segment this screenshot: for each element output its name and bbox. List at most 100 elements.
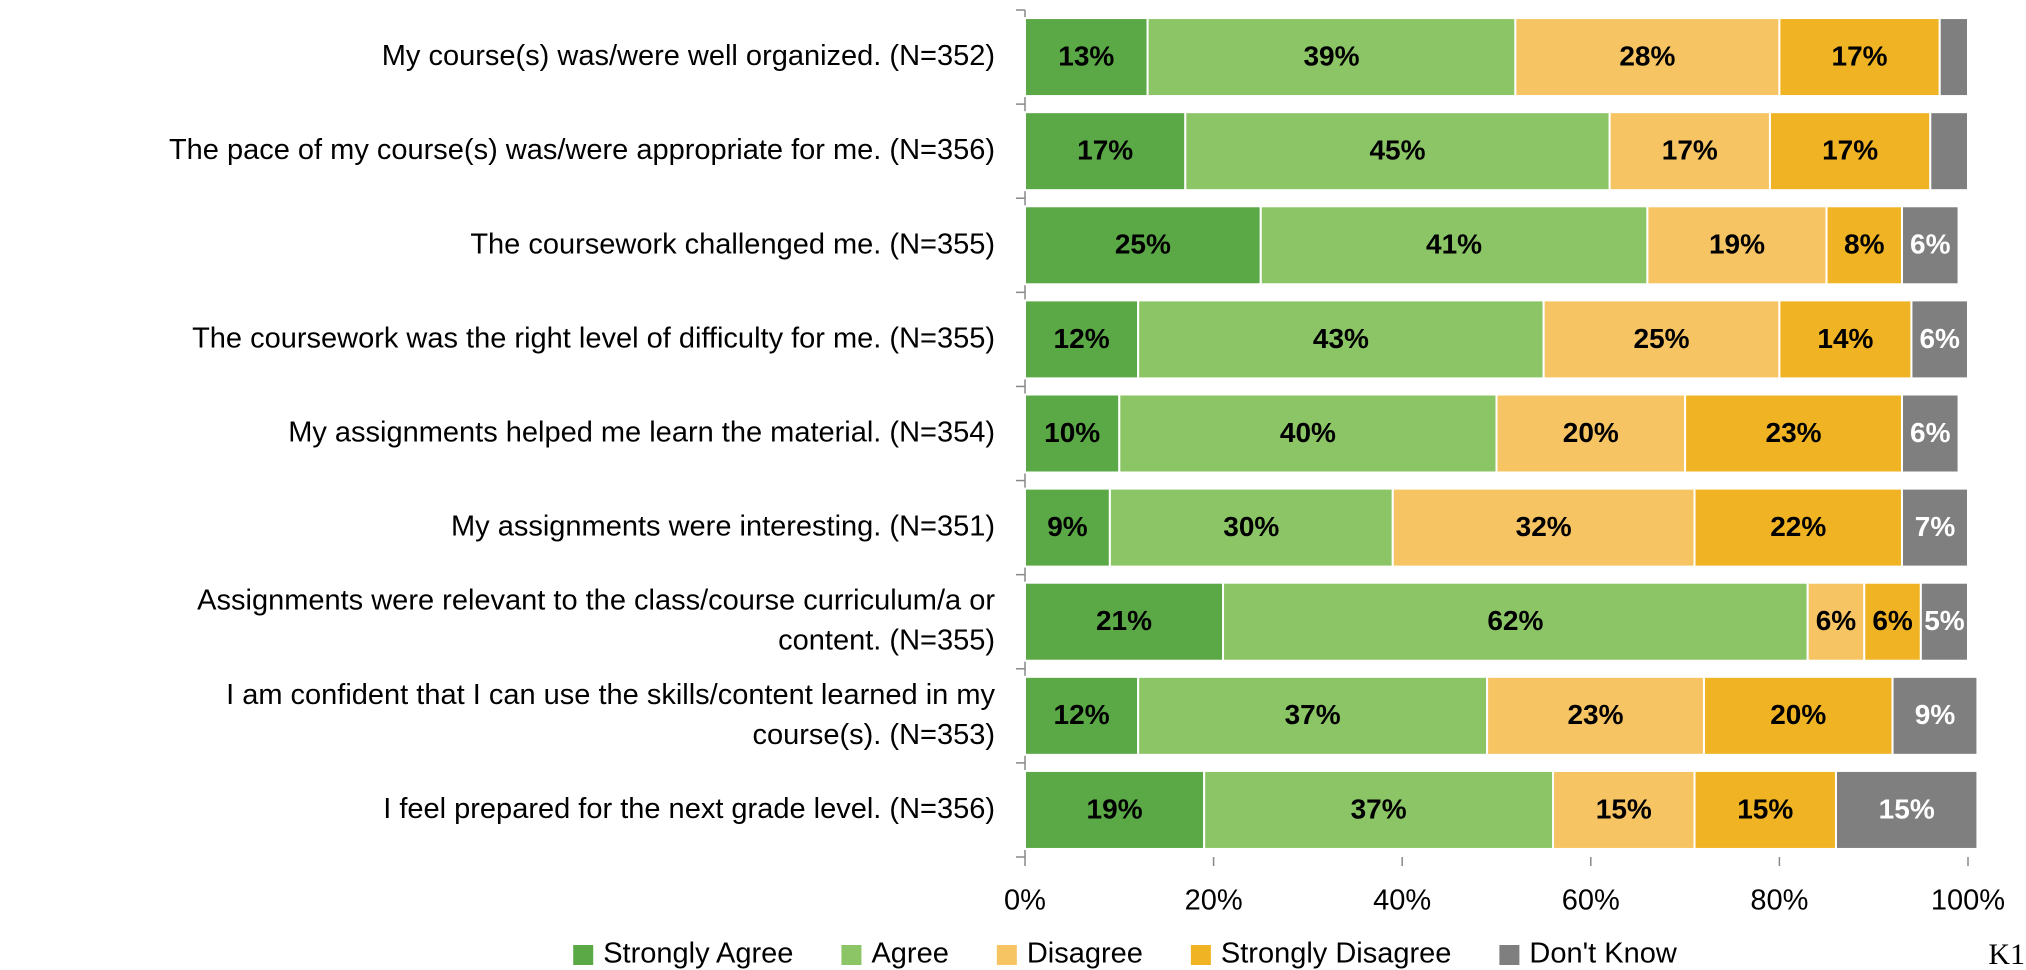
bar-segment (1900, 205, 1960, 286)
category-label: The coursework challenged me. (N=355) (470, 228, 995, 260)
bar-segment (1024, 769, 1206, 850)
data-label: 45% (1369, 135, 1425, 166)
data-label: 19% (1709, 229, 1765, 260)
bar-segment (1919, 581, 1969, 662)
bar-segment (1646, 205, 1828, 286)
legend-label: Strongly Disagree (1221, 938, 1452, 970)
bar-segment (1024, 487, 1111, 568)
bar-segment (1702, 675, 1894, 756)
bar-segment (1542, 299, 1781, 380)
data-label: 9% (1915, 699, 1956, 730)
legend-item: Don't Know (1499, 938, 1678, 970)
data-label: 10% (1044, 417, 1100, 448)
data-label: 13% (1058, 40, 1114, 71)
bar-segment (1146, 17, 1517, 98)
data-label: 25% (1634, 323, 1690, 354)
bar-segment (1024, 17, 1149, 98)
data-label: 9% (1047, 511, 1088, 542)
legend-swatch (841, 945, 862, 965)
data-label: 30% (1223, 511, 1279, 542)
data-label: 23% (1567, 699, 1623, 730)
legend-label: Don't Know (1529, 938, 1677, 970)
bar-segment (1024, 205, 1262, 286)
data-label: 15% (1596, 793, 1652, 824)
legend-swatch (573, 945, 594, 965)
data-label: 6% (1872, 605, 1913, 636)
legend-item: Disagree (996, 938, 1143, 970)
legend-label: Agree (871, 938, 948, 970)
data-label: 22% (1770, 511, 1826, 542)
bar-segment (1900, 393, 1960, 474)
data-label: 12% (1054, 699, 1110, 730)
data-label: 14% (1817, 323, 1873, 354)
category-label: I feel prepared for the next grade level… (383, 793, 995, 825)
data-label: 25% (1115, 229, 1171, 260)
data-label: 39% (1303, 40, 1359, 71)
bar-segment (1486, 675, 1705, 756)
data-label: 62% (1487, 605, 1543, 636)
data-label: 8% (1844, 229, 1885, 260)
data-label: 6% (1919, 323, 1960, 354)
data-label: 20% (1563, 417, 1619, 448)
bar-segment (1863, 581, 1922, 662)
bar-segment (1259, 205, 1649, 286)
bar-segment (1608, 111, 1771, 192)
bar-segment (1891, 675, 1979, 756)
bar-segment (1693, 769, 1837, 850)
data-label: 17% (1077, 135, 1133, 166)
x-tick-label: 80% (1750, 885, 1808, 917)
data-label: 17% (1822, 135, 1878, 166)
legend-item: Agree (841, 938, 949, 970)
bar-segment (1391, 487, 1696, 568)
data-label: 15% (1737, 793, 1793, 824)
bar-segment (1938, 17, 1969, 98)
legend-swatch (996, 945, 1017, 965)
bar-segment (1910, 299, 1970, 380)
bar-segment (1024, 675, 1140, 756)
legend-item: Strongly Disagree (1190, 938, 1452, 970)
x-tick-label: 20% (1185, 885, 1243, 917)
data-label: 7% (1915, 511, 1956, 542)
data-label: 21% (1096, 605, 1152, 636)
data-label: 37% (1285, 699, 1341, 730)
bar-segment (1693, 487, 1903, 568)
data-label: 43% (1313, 323, 1369, 354)
bar-segment (1495, 393, 1687, 474)
legend-item: Strongly Agree (573, 938, 793, 970)
bar-segment (1929, 111, 1970, 192)
data-label: 19% (1087, 793, 1143, 824)
bar-segment (1552, 769, 1696, 850)
bar-segment (1900, 487, 1969, 568)
bar-segment (1768, 111, 1932, 192)
data-label: 37% (1351, 793, 1407, 824)
category-label: Assignments were relevant to the class/c… (197, 584, 995, 656)
x-tick-label: 40% (1373, 885, 1431, 917)
data-label: 15% (1879, 793, 1935, 824)
data-label: 32% (1516, 511, 1572, 542)
data-label: 41% (1426, 229, 1482, 260)
category-label: My assignments helped me learn the mater… (288, 416, 995, 448)
legend-label: Disagree (1027, 938, 1143, 970)
category-label: The coursework was the right level of di… (192, 322, 995, 354)
data-label: 6% (1910, 229, 1951, 260)
bar-segment (1184, 111, 1611, 192)
bar-segment (1137, 675, 1489, 756)
bar-segment (1137, 299, 1545, 380)
data-label: 17% (1832, 40, 1888, 71)
data-label: 17% (1662, 135, 1718, 166)
bar-segment (1203, 769, 1555, 850)
bar-segment (1684, 393, 1903, 474)
bar-segment (1024, 581, 1225, 662)
category-label: I am confident that I can use the skills… (226, 678, 995, 750)
bar-segment (1108, 487, 1394, 568)
bar-segment (1024, 393, 1121, 474)
category-label: My course(s) was/were well organized. (N… (382, 40, 995, 72)
data-label: 20% (1770, 699, 1826, 730)
legend-swatch (1499, 945, 1520, 965)
category-label: The pace of my course(s) was/were approp… (169, 134, 995, 166)
data-label: 6% (1816, 605, 1857, 636)
bar-segment (1834, 769, 1979, 850)
bar-segment (1514, 17, 1781, 98)
